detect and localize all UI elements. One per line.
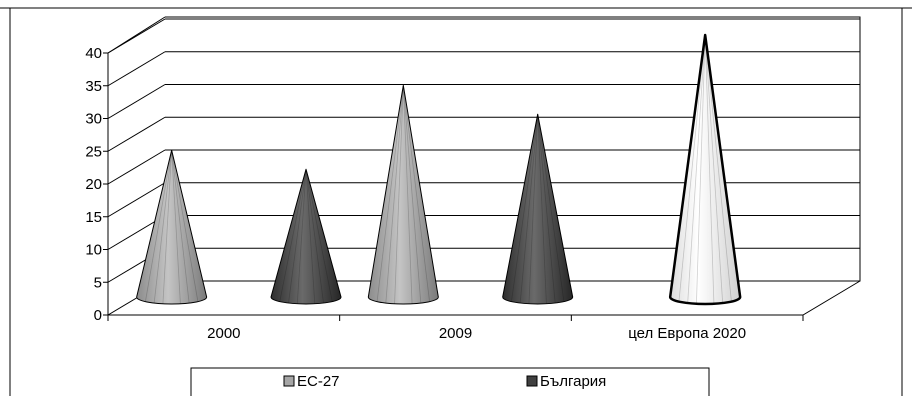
x-tick-label: цел Европа 2020 xyxy=(628,325,746,342)
cone-ec27-0-body xyxy=(136,149,208,305)
y-tick-label: 5 xyxy=(94,274,102,291)
cone-bulgaria-1-facet xyxy=(528,114,539,304)
legend-label-bulgaria: България xyxy=(540,373,606,390)
cone-ec27-0-facet xyxy=(171,150,181,304)
gridline-side xyxy=(107,149,166,185)
cone-bulgaria-0-facet xyxy=(305,169,324,304)
cone-ec27-0-facet xyxy=(162,150,173,304)
legend-swatch-bulgaria xyxy=(526,375,538,387)
cone-bulgaria-1-facet xyxy=(537,114,556,304)
cone-ec27-1-body xyxy=(367,84,439,305)
gridlines xyxy=(107,18,860,283)
gridline-side xyxy=(107,18,166,54)
cone-bulgaria-0 xyxy=(270,168,342,305)
cone-target-facet xyxy=(696,34,706,304)
gridline-side xyxy=(107,84,166,119)
y-tick-label: 25 xyxy=(85,143,102,160)
x-tick-label: 2009 xyxy=(439,325,472,342)
cone-bulgaria-0-facet xyxy=(305,169,316,304)
cone-bulgaria-1-facet xyxy=(537,114,565,302)
gridline-side xyxy=(107,182,166,218)
cone-target xyxy=(668,33,742,306)
cone-ec27-1-facet xyxy=(402,85,430,302)
cone-ec27-1 xyxy=(367,84,439,305)
y-tick-label: 30 xyxy=(85,111,102,128)
y-tick-label: 35 xyxy=(85,78,102,95)
y-axis-ticks: 0 5 10 15 20 25 30 35 40 xyxy=(85,45,108,324)
y-tick-label: 0 xyxy=(94,307,102,324)
cone-target-facet xyxy=(687,34,706,304)
legend-label-ec27: ЕС-27 xyxy=(297,373,340,390)
cones xyxy=(136,33,742,306)
x-axis-ticks: 2000 2009 цел Европа 2020 xyxy=(107,315,804,342)
cone-ec27-1-facet xyxy=(402,85,413,304)
cone-bulgaria-1-facet xyxy=(537,114,547,304)
cone-ec27-0-facet xyxy=(153,150,173,304)
cone-bulgaria-0-facet xyxy=(296,169,307,304)
legend-swatch-ec27 xyxy=(283,375,295,387)
cone-ec27-0-facet xyxy=(171,150,199,302)
gridline-side xyxy=(107,116,166,152)
legend-box xyxy=(190,367,710,396)
floor xyxy=(108,280,861,316)
cone-bulgaria-1 xyxy=(502,113,574,305)
cone-target-body xyxy=(668,33,742,306)
cone-bulgaria-1-facet xyxy=(511,114,539,302)
cone-bulgaria-0-facet xyxy=(279,169,307,302)
legend: ЕС-27 България xyxy=(190,367,710,396)
cone-target-facet xyxy=(678,34,706,302)
y-tick-label: 10 xyxy=(85,242,102,259)
back-wall xyxy=(165,16,861,282)
gridline-side xyxy=(107,51,166,87)
cone-ec27-0-facet xyxy=(171,150,190,304)
x-tick-label: 2000 xyxy=(207,325,240,342)
cone-bulgaria-0-body xyxy=(270,168,342,305)
cone-bulgaria-1-facet xyxy=(519,114,539,304)
cone-ec27-0-facet xyxy=(145,150,173,302)
cone-target-facet xyxy=(704,34,732,302)
cone-bulgaria-0-facet xyxy=(288,169,307,304)
cone-ec27-1-facet xyxy=(402,85,422,304)
cone-ec27-0 xyxy=(136,149,208,305)
cone-bulgaria-0-facet xyxy=(305,169,333,302)
cone-ec27-1-facet xyxy=(376,85,404,302)
y-tick-label: 40 xyxy=(85,45,102,62)
y-tick-label: 15 xyxy=(85,209,102,226)
cone-target-facet xyxy=(704,34,715,304)
cone-bulgaria-1-body xyxy=(502,113,574,305)
y-tick-label: 20 xyxy=(85,176,102,193)
cone-ec27-1-facet xyxy=(394,85,404,304)
cone-target-facet xyxy=(704,34,724,304)
cone-ec27-1-facet xyxy=(385,85,404,304)
